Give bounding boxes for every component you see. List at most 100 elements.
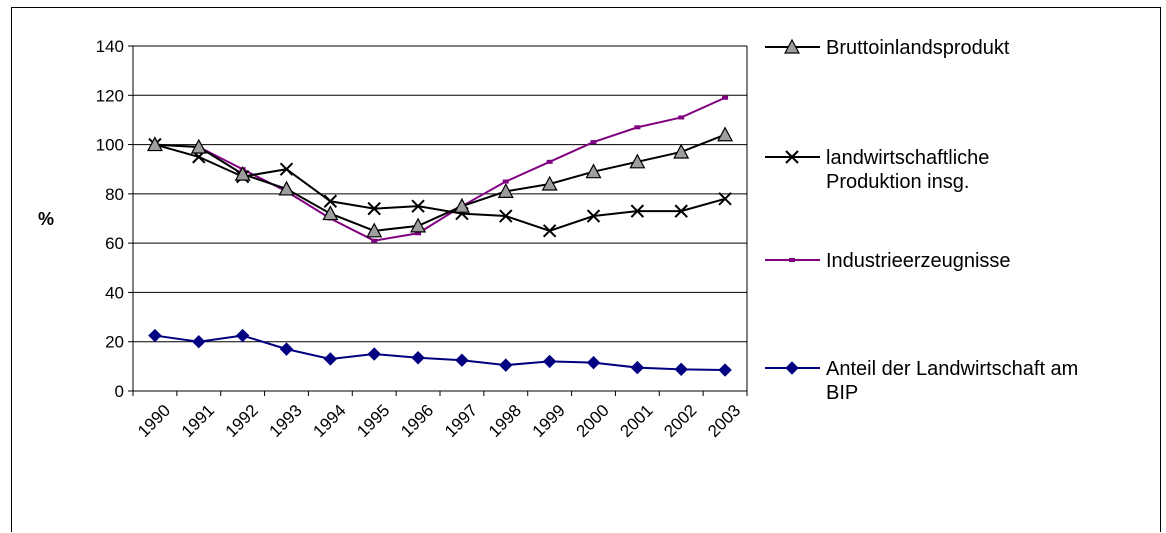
data-point-diamond [586, 355, 601, 370]
data-point-x [542, 224, 557, 238]
x-stroke [674, 204, 688, 218]
data-point-square [415, 231, 422, 236]
series-line [154, 96, 726, 242]
x-stroke [499, 209, 513, 223]
data-point-square [789, 258, 795, 262]
legend-label: landwirtschaftliche Produktion insg. [826, 147, 989, 193]
data-point-diamond [630, 360, 645, 375]
legend-label: Industrieerzeugnisse [826, 250, 1011, 272]
gridlines [133, 45, 747, 343]
x-stroke [279, 162, 294, 176]
x-tick-label: 1998 [485, 401, 525, 441]
x-stroke [411, 199, 425, 213]
series-4 [148, 328, 732, 377]
x-tick-label: 1995 [353, 401, 393, 441]
x-stroke [367, 201, 381, 216]
data-point-triangle [629, 153, 646, 169]
legend-item-1: Bruttoinlandsprodukt [765, 37, 1010, 59]
x-tick-label: 1992 [222, 401, 262, 441]
data-point-triangle [541, 175, 558, 191]
data-point-diamond [499, 358, 513, 372]
series-1 [146, 126, 734, 238]
data-point-diamond [718, 363, 732, 377]
data-point-diamond [411, 351, 425, 365]
y-tick-label: 120 [96, 86, 124, 105]
data-point-triangle [322, 205, 339, 221]
x-tick-label: 1999 [529, 401, 569, 441]
y-tick-label: 20 [105, 333, 124, 352]
data-point-x [630, 204, 645, 218]
x-tick-label: 2001 [616, 401, 656, 441]
legend-label: Anteil der Landwirtschaft am BIP [826, 358, 1078, 404]
series-line [154, 133, 726, 232]
data-point-diamond [455, 353, 469, 367]
data-point-diamond [785, 361, 799, 375]
data-point-square [590, 140, 597, 145]
y-tick-label: 100 [96, 136, 124, 155]
x-stroke [718, 192, 732, 206]
series-line [154, 143, 726, 232]
data-point-triangle [410, 217, 427, 233]
data-point-square [634, 125, 641, 130]
data-point-diamond [148, 328, 162, 343]
data-point-x [785, 150, 799, 164]
x-stroke [323, 194, 338, 208]
series-2 [148, 137, 732, 238]
x-tick-label: 1996 [397, 401, 437, 441]
data-point-triangle [673, 143, 690, 159]
legend-item-3: Industrieerzeugnisse [765, 250, 1011, 272]
data-point-x [323, 194, 338, 208]
legend-label-line: Anteil der Landwirtschaft am [826, 358, 1078, 380]
data-point-square [371, 238, 378, 243]
legend: Bruttoinlandsprodukt landwirtschaftliche P… [765, 37, 1078, 404]
chart-frame [11, 7, 1161, 532]
y-tick-label: 60 [105, 234, 124, 253]
data-point-square [502, 179, 509, 184]
data-point-triangle [366, 222, 383, 238]
legend-label-line: landwirtschaftliche [826, 147, 989, 169]
data-point-diamond [323, 352, 338, 366]
data-point-x [367, 201, 381, 216]
x-tick-label: 2002 [660, 401, 700, 441]
legend-label-line: BIP [826, 382, 858, 404]
y-tick-labels: 0 20 40 60 80 100 120 140 [96, 37, 124, 401]
data-point-diamond [192, 335, 206, 349]
data-point-x [279, 162, 294, 176]
data-point-square [546, 159, 553, 164]
legend-label: Bruttoinlandsprodukt [826, 37, 1010, 59]
series-line [154, 334, 726, 372]
x-tick-label: 1994 [309, 401, 349, 441]
data-point-triangle [783, 38, 801, 54]
y-tick-label: 0 [115, 382, 124, 401]
data-point-x [674, 204, 688, 218]
x-tick-label: 1991 [178, 401, 218, 441]
series-group [146, 95, 734, 377]
data-point-x [411, 199, 425, 213]
data-point-triangle [234, 165, 251, 181]
data-point-triangle [497, 183, 514, 198]
data-point-diamond [674, 362, 688, 377]
y-axis-label: % [38, 209, 54, 229]
x-tick-labels: 1990 1991 1992 1993 1994 1995 1996 1997 1998 1999… [134, 401, 744, 441]
x-stroke [630, 204, 645, 218]
x-tick-label: 2003 [704, 401, 744, 441]
data-point-triangle [585, 163, 602, 179]
x-tick-label: 2000 [573, 401, 613, 441]
legend-label-line: Industrieerzeugnisse [826, 250, 1011, 272]
legend-label-line: Produktion insg. [826, 171, 969, 193]
data-point-triangle [278, 180, 295, 196]
data-point-square [678, 115, 685, 120]
y-tick-label: 80 [105, 185, 124, 204]
y-tick-label: 140 [96, 37, 124, 56]
data-point-diamond [235, 328, 250, 343]
data-point-triangle [146, 136, 163, 152]
x-tick-label: 1990 [134, 401, 174, 441]
data-point-triangle [190, 138, 207, 154]
legend-item-4: Anteil der Landwirtschaft am BIP [765, 358, 1078, 404]
x-tick-label: 1997 [441, 401, 481, 441]
data-point-square [722, 95, 729, 100]
data-point-x [586, 209, 601, 223]
data-point-x [499, 209, 513, 223]
x-stroke [785, 150, 799, 164]
